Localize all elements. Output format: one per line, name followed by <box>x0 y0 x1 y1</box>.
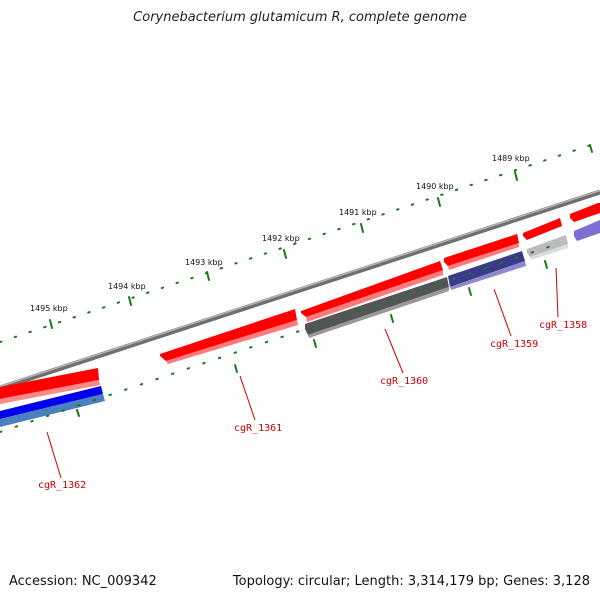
gene-forward-arrow[interactable] <box>444 234 519 266</box>
gene-label-cgR-1360: cgR_1360 <box>380 376 428 387</box>
outer-major-tick <box>437 197 441 207</box>
ruler-label: 1489 kbp <box>492 154 530 163</box>
outer-major-tick <box>283 249 287 259</box>
leader-line <box>493 288 512 337</box>
outer-major-tick <box>514 171 518 181</box>
map-title: Corynebacterium glutamicum R, complete g… <box>133 10 467 25</box>
gene-reverse-arrow[interactable] <box>305 277 449 335</box>
outer-major-tick <box>206 271 210 281</box>
gene-forward-arrow[interactable] <box>301 261 443 317</box>
outer-major-tick <box>589 144 593 153</box>
backbone <box>0 189 600 391</box>
ruler-label: 1493 kbp <box>185 258 223 267</box>
accession-text: Accession: NC_009342 <box>9 574 157 589</box>
gene-forward-arrow[interactable] <box>570 203 600 222</box>
gene-label-cgR-1359: cgR_1359 <box>490 339 538 350</box>
gene-forward-arrow[interactable] <box>306 270 443 322</box>
inner-major-tick <box>313 339 317 348</box>
forward-genes <box>0 203 600 404</box>
inner-major-tick <box>234 364 238 373</box>
gene-label-cgR-1362: cgR_1362 <box>38 480 86 491</box>
ruler-label: 1490 kbp <box>416 182 454 191</box>
backbone-line <box>0 189 600 391</box>
gene-forward-arrow[interactable] <box>448 243 519 270</box>
gene-reverse-arrow[interactable] <box>448 251 525 287</box>
gene-reverse-arrow[interactable] <box>0 394 105 427</box>
gene-forward-arrow[interactable] <box>166 320 298 364</box>
gene-forward-arrow[interactable] <box>160 309 297 361</box>
ruler-label: 1492 kbp <box>262 234 300 243</box>
leader-line <box>239 375 256 421</box>
outer-major-tick <box>49 319 53 329</box>
gene-forward-arrow[interactable] <box>523 218 562 240</box>
inner-ruler-dots <box>0 242 561 433</box>
genome-summary-text: Topology: circular; Length: 3,314,179 bp… <box>232 574 590 589</box>
ruler-label: 1494 kbp <box>108 282 146 291</box>
gene-reverse-arrow[interactable] <box>574 220 600 241</box>
backbone-highlight <box>0 189 600 388</box>
inner-major-tick <box>390 314 394 323</box>
gene-reverse-arrow[interactable] <box>0 386 103 419</box>
gene-forward-arrow[interactable] <box>0 368 99 399</box>
outer-major-tick <box>360 223 364 233</box>
inner-ruler <box>0 242 561 433</box>
inner-major-tick <box>544 260 548 269</box>
outer-ruler-dots <box>0 141 600 343</box>
gene-reverse-arrow[interactable] <box>308 287 449 338</box>
outer-ruler <box>0 141 600 343</box>
leader-line <box>555 267 559 318</box>
inner-major-tick <box>468 287 472 296</box>
ruler-label: 1495 kbp <box>30 304 68 313</box>
gene-reverse-arrow[interactable] <box>530 244 568 260</box>
inner-major-tick <box>76 409 80 417</box>
reverse-genes <box>0 220 600 427</box>
leader-line <box>46 431 62 479</box>
gene-reverse-arrow[interactable] <box>450 261 526 290</box>
label-leaders <box>46 267 559 479</box>
gene-label-cgR-1358: cgR_1358 <box>539 320 587 331</box>
gene-label-cgR-1361: cgR_1361 <box>234 423 282 434</box>
gene-reverse-arrow[interactable] <box>527 235 568 257</box>
outer-major-tick <box>128 296 132 306</box>
leader-line <box>384 328 404 374</box>
gene-forward-arrow[interactable] <box>0 380 100 404</box>
ruler-label: 1491 kbp <box>339 208 377 217</box>
